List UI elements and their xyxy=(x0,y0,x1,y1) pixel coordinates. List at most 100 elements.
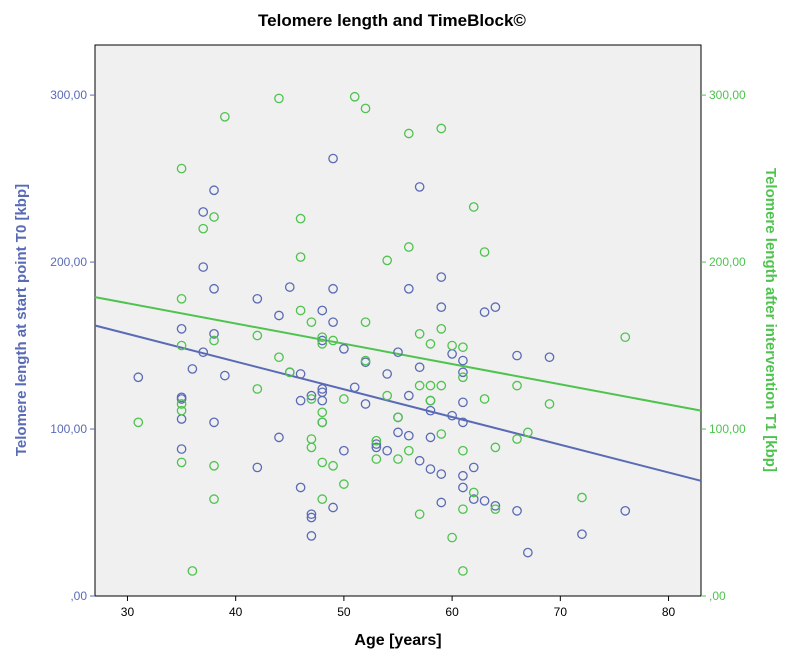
data-point-t0 xyxy=(274,310,284,321)
data-point-t1 xyxy=(425,380,436,391)
data-point-t0 xyxy=(274,432,284,443)
plot-area xyxy=(94,44,702,597)
data-point-t0 xyxy=(339,445,349,456)
data-point-t0 xyxy=(328,283,338,294)
data-point-t0 xyxy=(306,390,317,401)
data-point-t0 xyxy=(458,417,468,428)
data-point-t1 xyxy=(133,417,144,428)
data-point-t0 xyxy=(209,329,219,339)
data-point-t0 xyxy=(295,369,306,379)
data-point-t1 xyxy=(209,212,219,222)
data-point-t1 xyxy=(512,380,522,391)
data-point-t1 xyxy=(317,494,328,505)
data-point-t1 xyxy=(436,380,447,391)
right-y-tick-label: 300,00 xyxy=(709,88,746,102)
data-point-t1 xyxy=(479,247,490,257)
data-point-t1 xyxy=(403,128,414,139)
data-point-t1 xyxy=(458,445,468,456)
right-y-axis-ticks: ,00 100,00 200,00 300,00 xyxy=(701,88,746,603)
data-point-t0 xyxy=(371,442,382,453)
data-point-t0 xyxy=(479,307,490,318)
data-point-t1 xyxy=(436,429,447,439)
data-point-t0 xyxy=(414,455,425,466)
data-point-t1 xyxy=(360,355,371,366)
data-point-t0 xyxy=(458,355,468,366)
x-tick-label: 60 xyxy=(445,605,459,619)
data-point-t1 xyxy=(458,342,468,353)
fit-line-t0 xyxy=(94,324,702,482)
data-point-t0 xyxy=(393,427,403,438)
data-point-t0 xyxy=(284,282,295,292)
data-point-t0 xyxy=(328,317,338,328)
x-tick-label: 80 xyxy=(662,605,676,619)
data-point-t0 xyxy=(544,352,555,363)
data-point-t1 xyxy=(468,487,479,498)
data-point-t1 xyxy=(339,479,349,489)
data-point-t1 xyxy=(295,213,306,224)
data-point-t1 xyxy=(458,566,468,576)
fit-line-t1 xyxy=(94,296,702,412)
data-point-t0 xyxy=(295,482,306,493)
data-point-t0 xyxy=(306,531,317,541)
data-point-t1 xyxy=(187,566,198,576)
data-point-t1 xyxy=(274,93,284,104)
data-point-t0 xyxy=(425,432,436,443)
data-point-t0 xyxy=(176,394,187,404)
left-y-tick-label: 200,00 xyxy=(50,255,87,269)
data-point-t0 xyxy=(490,302,501,312)
data-point-t1 xyxy=(371,435,382,446)
data-point-t0 xyxy=(458,367,468,378)
data-point-t0 xyxy=(577,529,587,540)
data-point-t0 xyxy=(252,293,263,304)
data-point-t0 xyxy=(382,369,393,379)
data-point-t1 xyxy=(176,340,187,351)
data-point-t0 xyxy=(133,372,144,383)
data-point-t0 xyxy=(176,444,187,454)
data-point-t0 xyxy=(468,494,479,505)
data-point-t1 xyxy=(176,399,187,409)
data-point-t1 xyxy=(306,394,317,404)
data-point-t1 xyxy=(306,317,317,328)
data-point-t0 xyxy=(425,464,436,474)
data-point-t0 xyxy=(198,347,209,358)
data-point-t1 xyxy=(414,509,425,520)
fit-lines xyxy=(94,296,702,482)
data-point-t0 xyxy=(490,500,501,511)
data-point-t0 xyxy=(468,462,479,473)
data-point-t1 xyxy=(490,442,501,453)
data-point-t1 xyxy=(414,329,425,339)
data-point-t0 xyxy=(458,482,468,493)
data-point-t1 xyxy=(436,123,447,134)
data-point-t0 xyxy=(209,283,219,294)
data-point-t0 xyxy=(209,417,219,428)
data-point-t0 xyxy=(220,370,230,381)
left-y-tick-label: 100,00 xyxy=(50,422,87,436)
data-point-t0 xyxy=(403,390,414,401)
data-point-t1 xyxy=(328,335,338,346)
right-y-tick-label: ,00 xyxy=(709,589,726,603)
data-point-t0 xyxy=(295,395,306,406)
data-point-t0 xyxy=(393,347,403,358)
data-point-t1 xyxy=(512,434,522,444)
data-point-t1 xyxy=(620,332,631,343)
data-point-t0 xyxy=(436,272,447,282)
data-point-t0 xyxy=(349,382,360,393)
data-point-t1 xyxy=(447,340,457,351)
data-point-t1 xyxy=(252,330,263,341)
data-point-t1 xyxy=(284,367,295,378)
data-point-t1 xyxy=(425,395,436,406)
data-point-t0 xyxy=(458,397,468,408)
data-point-t1 xyxy=(382,255,393,266)
left-y-tick-label: 300,00 xyxy=(50,88,87,102)
data-point-t1 xyxy=(436,323,447,334)
data-point-t1 xyxy=(371,454,382,464)
data-point-t1 xyxy=(414,380,425,391)
data-point-t1 xyxy=(295,305,306,316)
data-point-t0 xyxy=(447,410,457,421)
data-point-t0 xyxy=(339,344,349,354)
data-point-t0 xyxy=(306,512,317,523)
data-point-t0 xyxy=(317,384,328,394)
data-point-t0 xyxy=(458,470,468,481)
data-point-t0 xyxy=(317,395,328,406)
